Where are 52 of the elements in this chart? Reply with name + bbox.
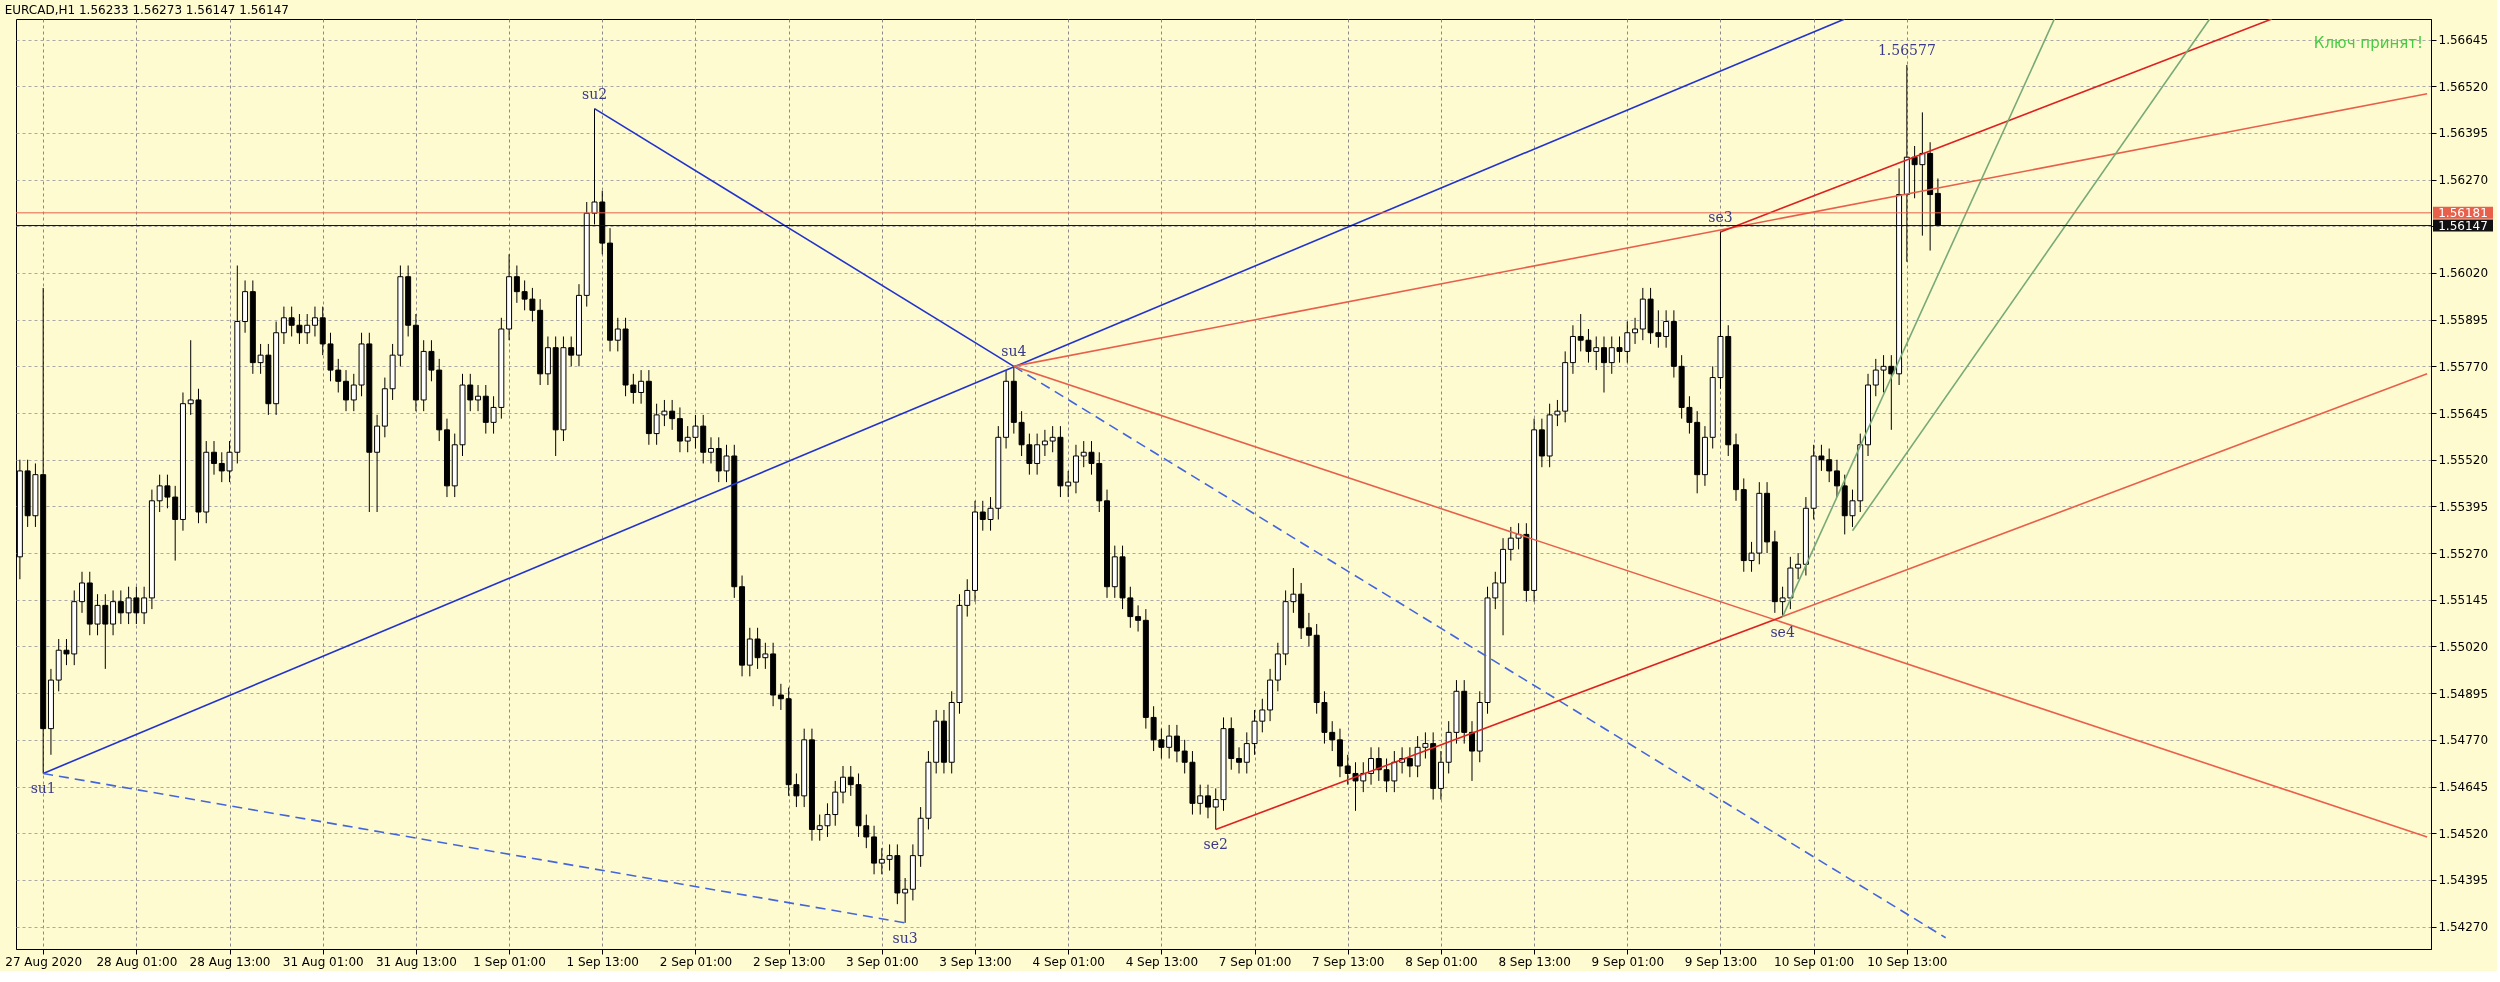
x-tick-label: 31 Aug 13:00 — [375, 954, 457, 969]
x-tick-label: 4 Sep 01:00 — [1032, 954, 1105, 969]
annotation: su3 — [892, 929, 918, 946]
y-tick-label: 1.55520 — [2438, 453, 2489, 468]
annotation: se4 — [1770, 623, 1795, 640]
x-tick-label: 1 Sep 01:00 — [473, 954, 546, 969]
ref-line-label: 1.56147 — [2438, 218, 2488, 233]
y-tick-label: 1.54895 — [2438, 686, 2489, 701]
annotation: se2 — [1203, 836, 1228, 853]
y-tick-label: 1.56020 — [2438, 266, 2489, 281]
y-tick-label: 1.56520 — [2438, 79, 2489, 94]
annotation: 1.56577 — [1877, 41, 1936, 58]
ref-line-label: 1.56181 — [2438, 205, 2488, 220]
y-tick-label: 1.55145 — [2438, 593, 2489, 608]
annotation: su2 — [581, 85, 608, 102]
annotation: se3 — [1708, 208, 1733, 225]
x-tick-label: 31 Aug 01:00 — [282, 954, 364, 969]
x-tick-label: 4 Sep 13:00 — [1125, 954, 1199, 969]
chart-title: EURCAD,H1 1.56233 1.56273 1.56147 1.56147 — [4, 3, 289, 17]
x-tick-label: 28 Aug 01:00 — [96, 954, 178, 969]
y-tick-label: 1.56645 — [2438, 33, 2489, 48]
y-tick-label: 1.54395 — [2438, 873, 2489, 888]
y-tick-label: 1.54270 — [2438, 920, 2489, 935]
x-tick-label: 7 Sep 13:00 — [1312, 954, 1385, 969]
x-tick-label: 27 Aug 2020 — [5, 954, 83, 969]
y-tick-label: 1.54770 — [2438, 733, 2489, 748]
y-tick-label: 1.56395 — [2438, 126, 2489, 141]
x-tick-label: 7 Sep 01:00 — [1218, 954, 1292, 969]
x-tick-label: 9 Sep 01:00 — [1591, 954, 1665, 969]
x-tick-label: 10 Sep 01:00 — [1774, 954, 1855, 969]
x-tick-label: 2 Sep 13:00 — [752, 954, 826, 969]
y-tick-label: 1.56270 — [2438, 173, 2489, 188]
y-tick-label: 1.55395 — [2438, 499, 2489, 514]
x-tick-label: 3 Sep 01:00 — [846, 954, 919, 969]
x-tick-label: 9 Sep 13:00 — [1684, 954, 1758, 969]
x-tick-label: 10 Sep 13:00 — [1867, 954, 1948, 969]
annotation: Ключ принят! — [2313, 34, 2423, 52]
y-tick-label: 1.55270 — [2438, 546, 2489, 561]
x-tick-label: 1 Sep 13:00 — [566, 954, 640, 969]
y-tick-label: 1.55020 — [2438, 639, 2489, 654]
x-tick-label: 28 Aug 13:00 — [189, 954, 271, 969]
y-tick-label: 1.54645 — [2438, 780, 2489, 795]
annotation: su1 — [30, 780, 56, 797]
x-tick-label: 2 Sep 01:00 — [659, 954, 733, 969]
annotation: su4 — [1001, 343, 1027, 360]
y-tick-label: 1.55645 — [2438, 406, 2489, 421]
x-tick-label: 8 Sep 01:00 — [1405, 954, 1478, 969]
y-tick-label: 1.55770 — [2438, 359, 2489, 374]
x-tick-label: 8 Sep 13:00 — [1498, 954, 1571, 969]
y-tick-label: 1.54520 — [2438, 826, 2489, 841]
y-tick-label: 1.55895 — [2438, 313, 2489, 328]
x-tick-label: 3 Sep 13:00 — [939, 954, 1012, 969]
